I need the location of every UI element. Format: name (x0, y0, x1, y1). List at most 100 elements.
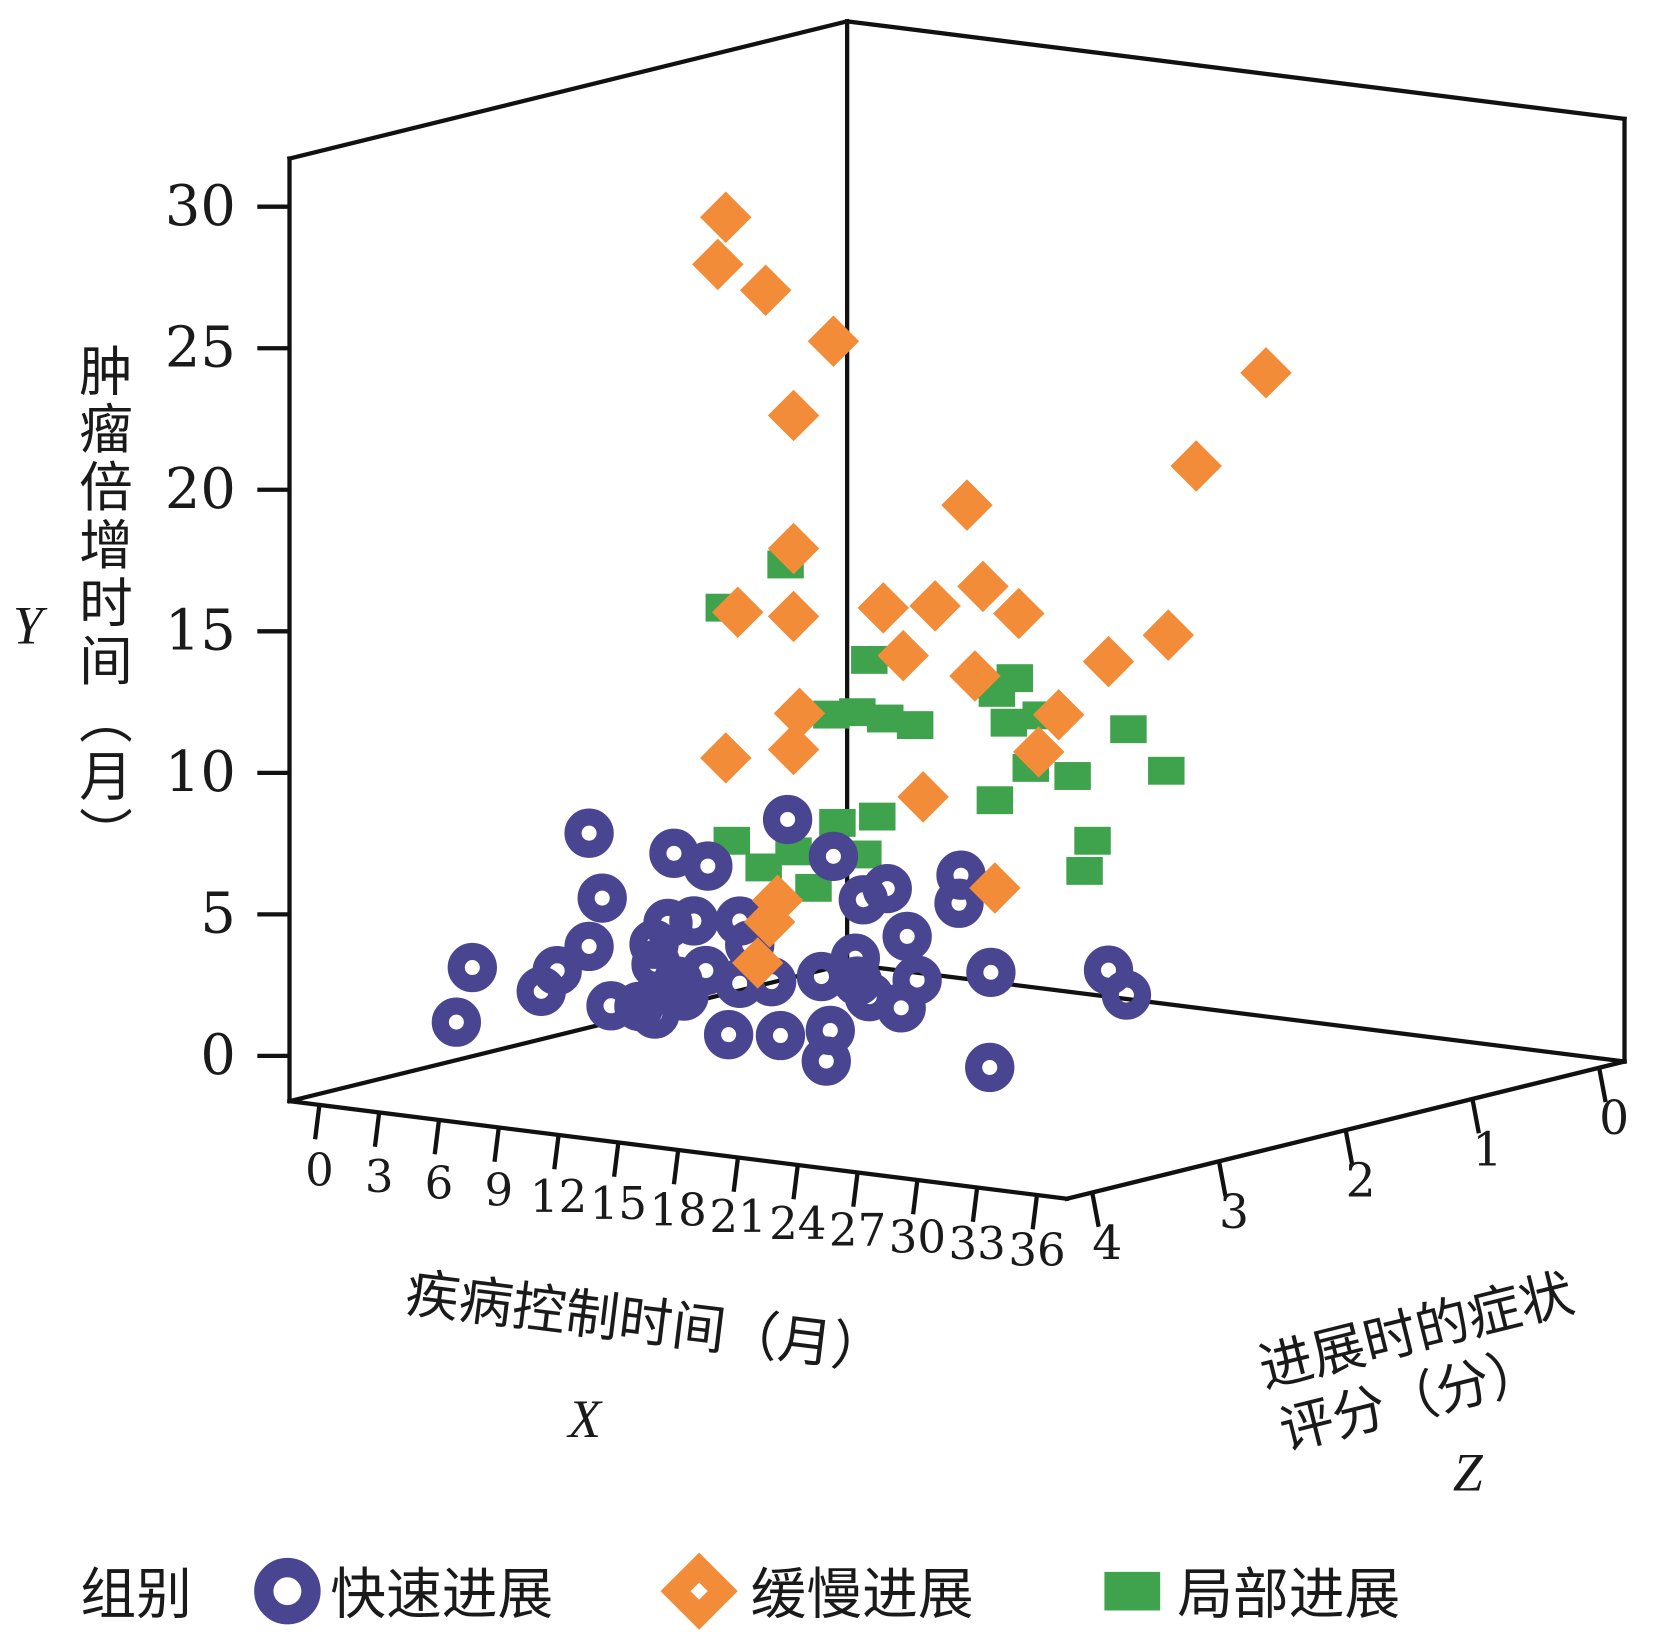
data-point-ring (532, 946, 582, 996)
legend-diamond-center (690, 1582, 708, 1600)
z-tick-label: 4 (1092, 1216, 1122, 1271)
z-tick-label: 1 (1472, 1122, 1502, 1177)
data-point-diamond (1012, 726, 1065, 778)
data-point-diamond (1142, 609, 1195, 661)
z-axis-title: 进展时的症状 评分（分） Z (1253, 1261, 1580, 1502)
data-point-ring (808, 831, 859, 882)
data-point-diamond (773, 687, 826, 740)
data-point-square (1148, 756, 1185, 785)
box-edge-top-right (844, 18, 1627, 122)
x-tick-mark (492, 1127, 501, 1163)
data-point-square (990, 708, 1028, 737)
box-edge-bottom-back-right (844, 961, 1627, 1064)
data-point-ring (830, 933, 881, 983)
z-tick-label: 2 (1346, 1154, 1376, 1209)
x-tick-mark (312, 1104, 322, 1140)
x-tick-mark (851, 1172, 860, 1208)
data-point-diamond (767, 590, 820, 643)
data-point-diamond (712, 586, 764, 638)
data-point-diamond (877, 629, 929, 682)
data-point-diamond (743, 896, 796, 948)
x-tick-mark (910, 1179, 920, 1215)
data-point-diamond (700, 732, 752, 784)
data-point-ring (683, 841, 733, 891)
y-tick-label: 30 (165, 174, 236, 239)
z-axis-variable: Z (1453, 1442, 1484, 1502)
x-tick-mark (731, 1157, 741, 1193)
data-point-diamond (949, 650, 1001, 702)
legend-label-rapid: 快速进展 (330, 1563, 553, 1628)
x-tick-label: 15 (590, 1177, 647, 1230)
z-tick-mark (1090, 1192, 1101, 1228)
x-tick-mark (432, 1119, 442, 1155)
data-point-diamond (807, 315, 860, 367)
data-point-diamond (692, 238, 744, 291)
z-tick-label: 3 (1219, 1185, 1249, 1240)
y-tick-label: 10 (165, 740, 236, 805)
x-tick-label: 12 (530, 1170, 587, 1223)
x-tick-mark (970, 1187, 980, 1223)
data-point-square (1110, 715, 1147, 744)
z-tick-mark (1343, 1129, 1355, 1165)
z-axis-ticks: 0 1 2 3 4 (1090, 1067, 1629, 1271)
x-tick-mark (791, 1164, 800, 1200)
data-point-ring (659, 971, 709, 1021)
legend-square-marker (1104, 1571, 1161, 1611)
data-point-square (896, 711, 934, 740)
y-axis-title: 肿瘤倍增时间（月） Y (13, 343, 133, 864)
data-points (431, 191, 1292, 1093)
data-point-ring (965, 1042, 1015, 1093)
data-point-ring (431, 997, 482, 1047)
data-point-square (851, 645, 888, 674)
data-point-diamond (767, 522, 820, 575)
data-point-ring (1101, 970, 1152, 1020)
x-tick-mark (1030, 1194, 1040, 1230)
data-point-diamond (767, 389, 820, 442)
data-point-square (976, 786, 1014, 815)
y-tick-label: 15 (165, 599, 236, 664)
legend: 组别 快速进展 缓慢进展 局部进展 (80, 1552, 1400, 1630)
x-tick-label: 33 (949, 1217, 1006, 1270)
x-tick-label: 18 (650, 1184, 707, 1237)
data-point-diamond (993, 587, 1045, 640)
data-point-ring (564, 921, 614, 972)
box-edge-top-left (286, 18, 850, 162)
z-tick-label: 0 (1599, 1091, 1629, 1146)
data-point-ring (838, 875, 888, 925)
x-axis-variable: X (566, 1389, 603, 1449)
data-point-ring (614, 981, 664, 1032)
x-tick-mark (611, 1142, 621, 1178)
data-point-diamond (957, 560, 1009, 613)
data-point-ring (447, 942, 497, 993)
data-point-ring (564, 808, 614, 858)
data-point-square (1054, 762, 1091, 790)
data-point-ring (966, 947, 1016, 998)
x-tick-label: 6 (425, 1157, 454, 1210)
x-axis-label: 疾病控制时间（月） (402, 1261, 889, 1382)
x-tick-label: 24 (769, 1197, 826, 1250)
data-point-diamond (969, 862, 1021, 914)
z-tick-mark (1216, 1160, 1228, 1197)
legend-label-local: 局部进展 (1177, 1563, 1400, 1628)
z-tick-mark (1597, 1067, 1608, 1103)
data-point-ring (934, 878, 984, 928)
data-point-square (1066, 856, 1103, 885)
x-tick-label: 0 (305, 1143, 334, 1196)
data-point-diamond (1082, 635, 1135, 688)
x-tick-label: 27 (829, 1204, 886, 1257)
data-point-ring (755, 1010, 806, 1061)
x-tick-mark (552, 1134, 561, 1170)
data-point-diamond (909, 580, 961, 632)
data-point-ring (805, 1005, 855, 1056)
data-point-diamond (857, 582, 909, 634)
y-axis-ticks: 0 5 10 15 20 25 30 (165, 174, 290, 1088)
data-point-diamond (739, 264, 792, 316)
x-tick-label: 3 (365, 1150, 394, 1203)
data-point-ring (703, 1010, 754, 1060)
y-axis-variable: Y (13, 595, 48, 655)
data-point-diamond (700, 191, 752, 244)
legend-title: 组别 (80, 1563, 191, 1628)
y-tick-label: 25 (165, 315, 236, 380)
data-point-square (1074, 826, 1111, 855)
